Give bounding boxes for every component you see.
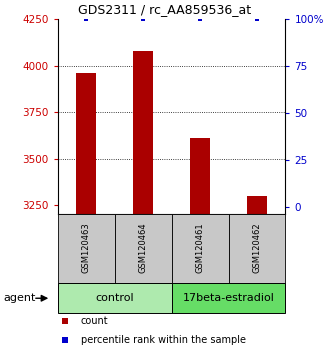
Text: GSM120464: GSM120464 xyxy=(139,222,148,273)
Bar xyxy=(133,51,153,214)
Bar xyxy=(76,73,96,214)
Bar xyxy=(190,138,210,214)
Text: percentile rank within the sample: percentile rank within the sample xyxy=(81,335,246,344)
Text: count: count xyxy=(81,316,108,326)
Text: agent: agent xyxy=(3,293,36,303)
Text: GSM120461: GSM120461 xyxy=(196,222,205,273)
Bar xyxy=(58,283,172,313)
Bar xyxy=(172,283,285,313)
Bar xyxy=(172,214,228,283)
Bar xyxy=(247,196,267,214)
Bar xyxy=(228,214,285,283)
Text: GSM120463: GSM120463 xyxy=(82,222,91,273)
Bar xyxy=(58,214,115,283)
Text: GDS2311 / rc_AA859536_at: GDS2311 / rc_AA859536_at xyxy=(79,3,251,16)
Text: control: control xyxy=(95,293,134,303)
Bar xyxy=(115,214,172,283)
Text: 17beta-estradiol: 17beta-estradiol xyxy=(182,293,275,303)
Text: GSM120462: GSM120462 xyxy=(252,222,261,273)
